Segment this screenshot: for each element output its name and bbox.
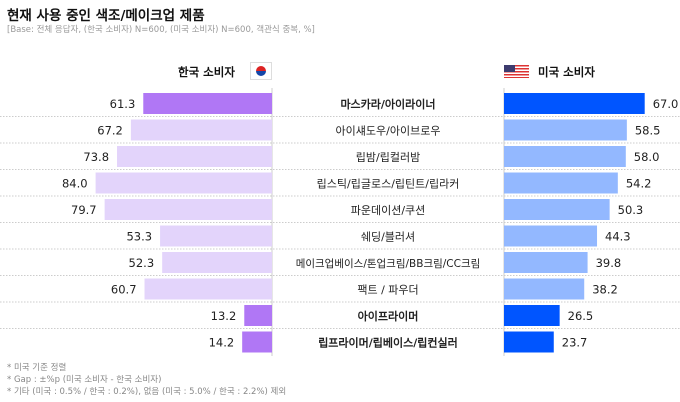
korea-bar [143, 93, 272, 114]
korea-value: 79.7 [71, 203, 97, 217]
us-value: 26.5 [568, 309, 594, 323]
us-bar [504, 146, 626, 167]
us-flag-icon [504, 65, 529, 78]
korea-bar [95, 172, 272, 194]
category-label: 쉐딩/블러셔 [361, 231, 415, 244]
us-bar [504, 93, 645, 114]
us-value: 67.0 [653, 97, 679, 111]
us-bar [504, 252, 588, 273]
us-value: 38.2 [592, 283, 618, 297]
us-value: 58.0 [634, 150, 660, 164]
us-bar [504, 331, 554, 353]
korea-value: 52.3 [129, 256, 155, 270]
category-label: 메이크업베이스/톤업크림/BB크림/CC크림 [296, 257, 481, 270]
us-value: 23.7 [562, 336, 588, 350]
us-bar [504, 278, 585, 300]
chart-subtitle: [Base: 전체 응답자, (한국 소비자) N=600, (미국 소비자) … [7, 25, 315, 35]
us-value: 50.3 [618, 203, 644, 217]
korea-bar [242, 331, 272, 353]
korea-bar [117, 146, 273, 167]
korea-bar [104, 199, 272, 220]
us-bar [504, 119, 627, 141]
note: * 미국 기준 정렬 [7, 363, 67, 373]
korea-value: 60.7 [111, 283, 137, 297]
korea-value: 73.8 [83, 150, 109, 164]
us-value: 58.5 [635, 124, 661, 138]
footnotes: * 미국 기준 정렬 * Gap : ±%p (미국 소비자 - 한국 소비자)… [7, 362, 286, 398]
category-label: 팩트 / 파우더 [357, 284, 418, 297]
us-bar [504, 305, 560, 326]
korea-bar [144, 278, 272, 300]
us-bar [504, 199, 610, 220]
korea-bar [162, 252, 272, 273]
us-value: 39.8 [596, 256, 622, 270]
us-bar [504, 225, 598, 247]
category-label: 아이섀도우/아이브로우 [336, 125, 441, 138]
korea-value: 13.2 [211, 309, 237, 323]
korea-flag-icon [250, 62, 272, 80]
korea-bar [244, 305, 272, 326]
category-label: 아이프라이머 [358, 309, 419, 323]
korea-bar [130, 119, 272, 141]
us-header: 미국 소비자 [538, 65, 595, 79]
korea-header: 한국 소비자 [178, 65, 235, 79]
chart-title: 현재 사용 중인 색조/메이크업 제품 [7, 8, 205, 24]
korea-value: 61.3 [110, 97, 136, 111]
us-value: 44.3 [605, 230, 631, 244]
korea-value: 53.3 [126, 230, 152, 244]
category-label: 파운데이션/쿠션 [351, 204, 426, 217]
korea-value: 67.2 [97, 124, 123, 138]
korea-value: 14.2 [209, 336, 235, 350]
us-bar [504, 172, 618, 194]
us-value: 54.2 [626, 177, 652, 191]
category-label: 립스틱/립글로스/립틴트/립라커 [317, 178, 460, 191]
category-label: 립밤/립컬러밤 [356, 151, 420, 164]
category-label: 마스카라/아이라이너 [340, 97, 435, 111]
note: * 기타 (미국 : 0.5% / 한국 : 0.2%), 없음 (미국 : 5… [7, 387, 287, 397]
note: * Gap : ±%p (미국 소비자 - 한국 소비자) [7, 375, 162, 385]
category-label: 립프라이머/립베이스/립컨실러 [318, 336, 458, 350]
korea-bar [160, 225, 272, 247]
korea-value: 84.0 [62, 177, 88, 191]
